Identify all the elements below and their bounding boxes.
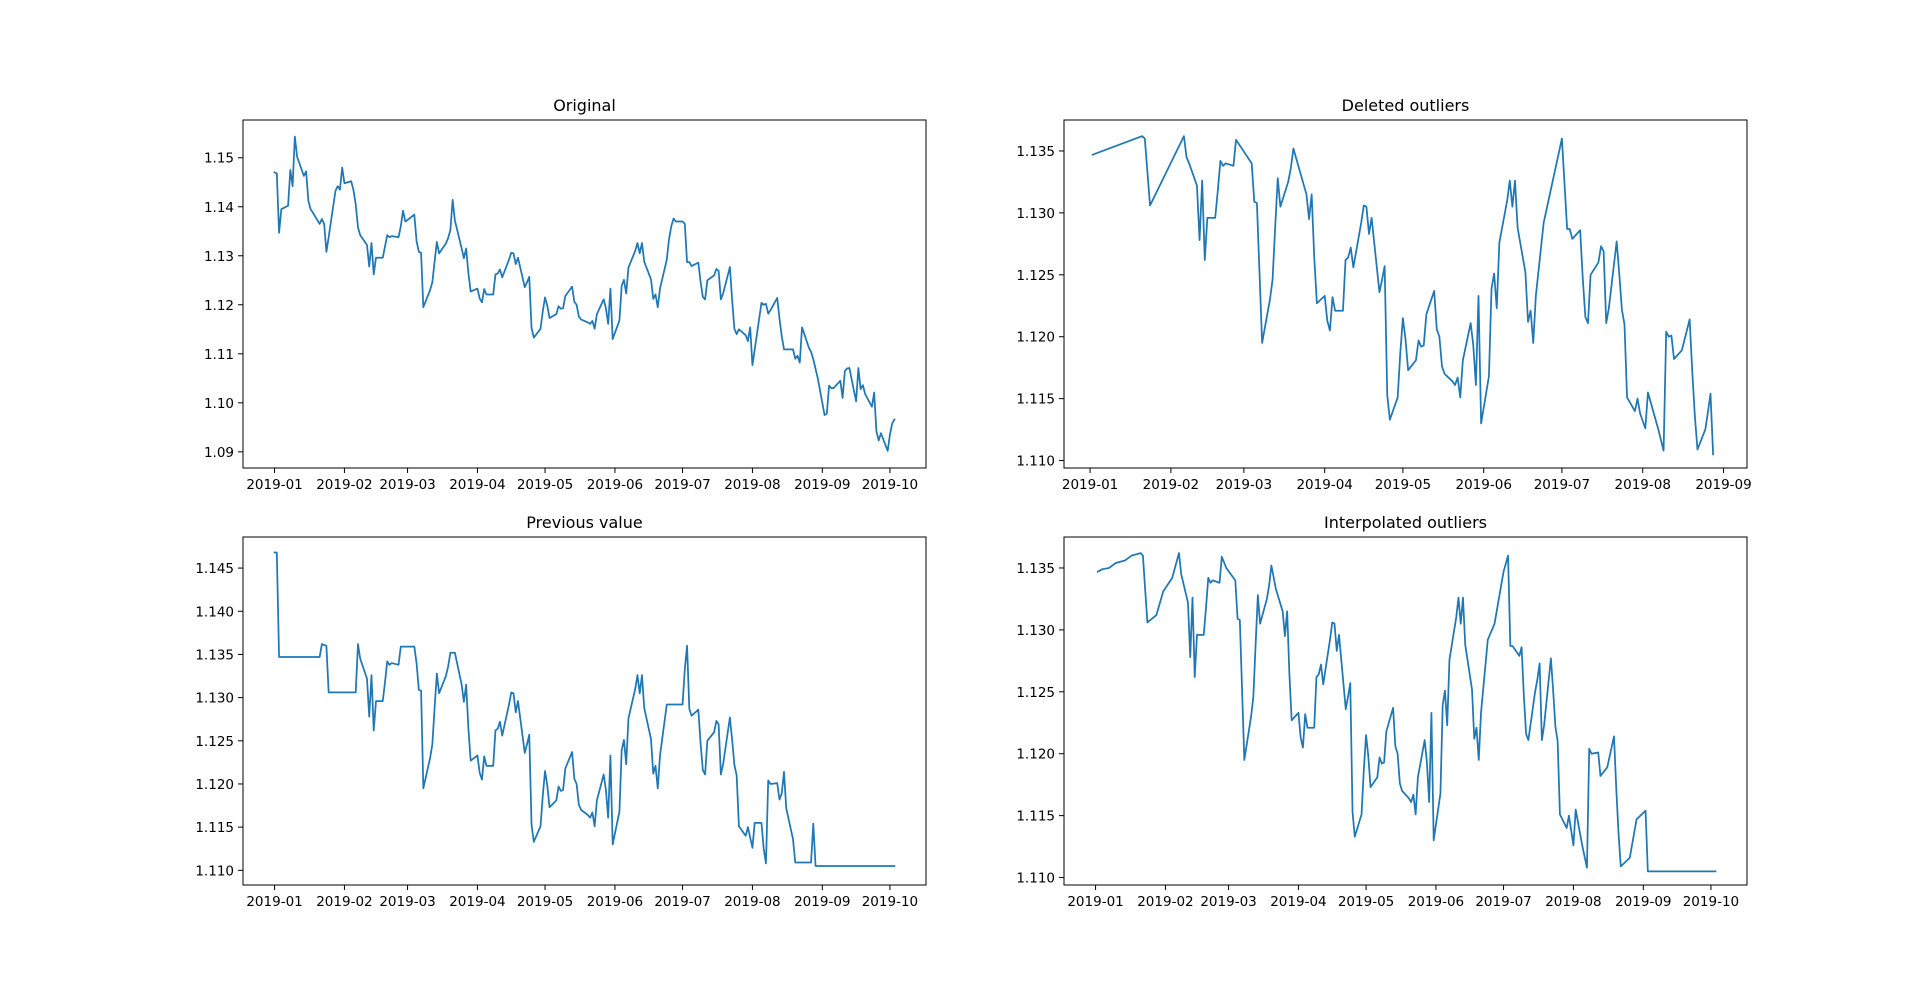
x-tick-label: 2019-03: [379, 894, 435, 910]
x-tick-label: 2019-07: [654, 894, 710, 910]
y-tick-label: 1.120: [1016, 330, 1055, 346]
x-tick-label: 2019-02: [316, 894, 372, 910]
series-line: [273, 551, 896, 867]
y-tick-label: 1.125: [1016, 268, 1055, 284]
y-tick-label: 1.15: [204, 151, 234, 167]
plot-area: 2019-01 2019-02 2019-03 2019-04 2019-05 2019-…: [195, 536, 927, 910]
x-tick-label: 2019-04: [449, 894, 505, 910]
x-tick-label: 2019-05: [1375, 477, 1431, 493]
x-tick-label: 2019-08: [1615, 477, 1671, 493]
y-tick-label: 1.11: [204, 347, 234, 363]
x-tick-label: 2019-05: [1338, 894, 1394, 910]
x-tick-label: 2019-10: [862, 477, 918, 493]
y-tick-label: 1.140: [195, 604, 234, 620]
y-tick-label: 1.14: [204, 200, 234, 216]
x-tick-label: 2019-08: [724, 894, 780, 910]
x-tick-label: 2019-06: [587, 477, 643, 493]
x-tick-label: 2019-02: [316, 477, 372, 493]
x-tick-label: 2019-08: [724, 477, 780, 493]
series-line: [273, 135, 896, 452]
x-tick-label: 2019-07: [654, 477, 710, 493]
y-tick-label: 1.120: [1016, 747, 1055, 763]
y-tick-label: 1.12: [204, 298, 234, 314]
x-tick-label: 2019-08: [1545, 894, 1601, 910]
x-tick-label: 2019-09: [1695, 477, 1751, 493]
x-tick-label: 2019-09: [794, 894, 850, 910]
panel-deleted-outliers: Deleted outliers 2019-01 2019-02 2019-03 20…: [1016, 96, 1751, 493]
x-tick-label: 2019-04: [449, 477, 505, 493]
plot-area: 2019-01 2019-02 2019-03 2019-04 2019-05 2019-…: [204, 119, 927, 493]
axes-frame: [242, 536, 927, 886]
y-tick-label: 1.110: [1016, 871, 1055, 887]
y-tick-label: 1.115: [195, 820, 234, 836]
panel-previous-value: Previous value 2019-01 2019-02 2019-03 2019…: [195, 513, 927, 910]
y-tick-label: 1.115: [1016, 809, 1055, 825]
y-tick-label: 1.135: [1016, 561, 1055, 577]
x-tick-label: 2019-01: [1067, 894, 1123, 910]
x-tick-label: 2019-04: [1296, 477, 1352, 493]
x-tick-label: 2019-10: [862, 894, 918, 910]
y-tick-label: 1.130: [195, 691, 234, 707]
x-tick-label: 2019-03: [379, 477, 435, 493]
x-tick-label: 2019-06: [1408, 894, 1464, 910]
series-line: [1091, 135, 1715, 456]
panel-title: Deleted outliers: [1342, 96, 1470, 115]
x-tick-label: 2019-09: [794, 477, 850, 493]
x-tick-label: 2019-10: [1683, 894, 1739, 910]
x-tick-label: 2019-07: [1534, 477, 1590, 493]
x-tick-label: 2019-04: [1270, 894, 1326, 910]
x-tick-label: 2019-02: [1137, 894, 1193, 910]
series-line: [1096, 552, 1717, 873]
panel-title: Previous value: [526, 513, 642, 532]
y-tick-label: 1.115: [1016, 392, 1055, 408]
y-tick-label: 1.135: [195, 647, 234, 663]
axes-frame: [1063, 119, 1748, 469]
y-tick-label: 1.135: [1016, 144, 1055, 160]
x-tick-label: 2019-05: [517, 477, 573, 493]
x-tick-label: 2019-06: [1456, 477, 1512, 493]
x-tick-label: 2019-03: [1216, 477, 1272, 493]
x-tick-label: 2019-07: [1475, 894, 1531, 910]
panel-title: Interpolated outliers: [1324, 513, 1487, 532]
y-tick-label: 1.09: [204, 445, 234, 461]
x-tick-label: 2019-09: [1615, 894, 1671, 910]
axes-frame: [242, 119, 927, 469]
y-tick-label: 1.10: [204, 396, 234, 412]
y-tick-label: 1.130: [1016, 623, 1055, 639]
x-tick-label: 2019-01: [1062, 477, 1118, 493]
panel-interpolated-outliers: Interpolated outliers 2019-01 2019-02 2019…: [1016, 513, 1748, 910]
x-tick-label: 2019-03: [1200, 894, 1256, 910]
y-tick-label: 1.13: [204, 249, 234, 265]
panel-original: Original 2019-01 2019-02 2019-03 2019-04 201…: [204, 96, 927, 493]
y-tick-label: 1.110: [195, 863, 234, 879]
x-tick-label: 2019-01: [246, 894, 302, 910]
x-tick-label: 2019-06: [587, 894, 643, 910]
y-tick-label: 1.110: [1016, 454, 1055, 470]
panel-title: Original: [553, 96, 616, 115]
x-tick-label: 2019-01: [246, 477, 302, 493]
axes-frame: [1063, 536, 1748, 886]
y-tick-label: 1.125: [195, 734, 234, 750]
y-tick-label: 1.125: [1016, 685, 1055, 701]
plot-area: 2019-01 2019-02 2019-03 2019-04 2019-05 2019-…: [1016, 119, 1752, 493]
y-tick-label: 1.130: [1016, 206, 1055, 222]
plot-area: 2019-01 2019-02 2019-03 2019-04 2019-05 2019-…: [1016, 536, 1748, 910]
x-tick-label: 2019-02: [1143, 477, 1199, 493]
y-tick-label: 1.145: [195, 561, 234, 577]
x-tick-label: 2019-05: [517, 894, 573, 910]
y-tick-label: 1.120: [195, 777, 234, 793]
